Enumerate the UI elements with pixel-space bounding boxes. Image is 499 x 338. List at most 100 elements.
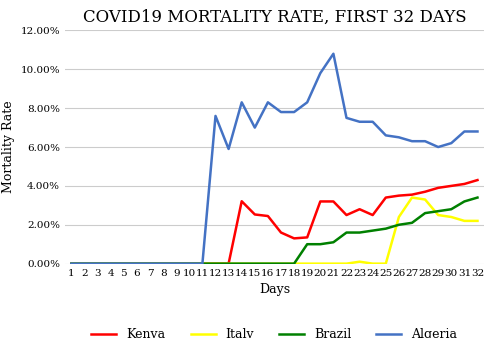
Kenya [475, 178, 481, 182]
Kenya [108, 262, 114, 266]
Italy [330, 262, 336, 266]
Brazil [317, 242, 323, 246]
Brazil [147, 262, 153, 266]
Italy [383, 262, 389, 266]
Brazil [239, 262, 245, 266]
Algeria [226, 147, 232, 151]
X-axis label: Days: Days [259, 283, 290, 296]
Brazil [291, 262, 297, 266]
Kenya [448, 184, 454, 188]
Brazil [357, 231, 363, 235]
Kenya [278, 231, 284, 235]
Italy [448, 215, 454, 219]
Brazil [475, 195, 481, 199]
Kenya [330, 199, 336, 203]
Algeria [95, 262, 101, 266]
Kenya [370, 213, 376, 217]
Line: Kenya: Kenya [71, 180, 478, 264]
Algeria [330, 52, 336, 56]
Kenya [422, 190, 428, 194]
Legend: Kenya, Italy, Brazil, Algeria: Kenya, Italy, Brazil, Algeria [86, 323, 463, 338]
Algeria [173, 262, 179, 266]
Algeria [252, 126, 258, 130]
Algeria [239, 100, 245, 104]
Y-axis label: Mortality Rate: Mortality Rate [2, 101, 15, 193]
Algeria [186, 262, 192, 266]
Italy [435, 213, 441, 217]
Brazil [186, 262, 192, 266]
Brazil [121, 262, 127, 266]
Italy [357, 260, 363, 264]
Algeria [265, 100, 271, 104]
Kenya [252, 213, 258, 217]
Kenya [160, 262, 166, 266]
Italy [409, 195, 415, 199]
Algeria [108, 262, 114, 266]
Italy [147, 262, 153, 266]
Kenya [409, 193, 415, 197]
Brazil [343, 231, 349, 235]
Algeria [343, 116, 349, 120]
Brazil [108, 262, 114, 266]
Kenya [68, 262, 74, 266]
Brazil [213, 262, 219, 266]
Kenya [291, 236, 297, 240]
Brazil [160, 262, 166, 266]
Kenya [265, 214, 271, 218]
Algeria [475, 129, 481, 134]
Line: Brazil: Brazil [71, 197, 478, 264]
Italy [396, 215, 402, 219]
Kenya [435, 186, 441, 190]
Kenya [121, 262, 127, 266]
Algeria [396, 135, 402, 139]
Brazil [173, 262, 179, 266]
Italy [213, 262, 219, 266]
Italy [200, 262, 206, 266]
Italy [173, 262, 179, 266]
Algeria [357, 120, 363, 124]
Kenya [343, 213, 349, 217]
Algeria [134, 262, 140, 266]
Brazil [265, 262, 271, 266]
Brazil [383, 227, 389, 231]
Brazil [226, 262, 232, 266]
Kenya [95, 262, 101, 266]
Brazil [95, 262, 101, 266]
Italy [81, 262, 87, 266]
Brazil [304, 242, 310, 246]
Italy [278, 262, 284, 266]
Italy [317, 262, 323, 266]
Brazil [448, 207, 454, 211]
Kenya [81, 262, 87, 266]
Brazil [252, 262, 258, 266]
Italy [370, 262, 376, 266]
Kenya [317, 199, 323, 203]
Italy [343, 262, 349, 266]
Brazil [68, 262, 74, 266]
Italy [226, 262, 232, 266]
Algeria [370, 120, 376, 124]
Algeria [409, 139, 415, 143]
Title: COVID19 MORTALITY RATE, FIRST 32 DAYS: COVID19 MORTALITY RATE, FIRST 32 DAYS [83, 9, 466, 26]
Italy [475, 219, 481, 223]
Kenya [213, 262, 219, 266]
Kenya [200, 262, 206, 266]
Kenya [239, 199, 245, 203]
Brazil [370, 228, 376, 233]
Brazil [435, 209, 441, 213]
Algeria [213, 114, 219, 118]
Italy [134, 262, 140, 266]
Italy [121, 262, 127, 266]
Italy [265, 262, 271, 266]
Brazil [278, 262, 284, 266]
Brazil [134, 262, 140, 266]
Brazil [462, 199, 468, 203]
Italy [186, 262, 192, 266]
Kenya [304, 235, 310, 239]
Italy [291, 262, 297, 266]
Kenya [383, 195, 389, 199]
Algeria [383, 133, 389, 137]
Italy [108, 262, 114, 266]
Italy [68, 262, 74, 266]
Kenya [186, 262, 192, 266]
